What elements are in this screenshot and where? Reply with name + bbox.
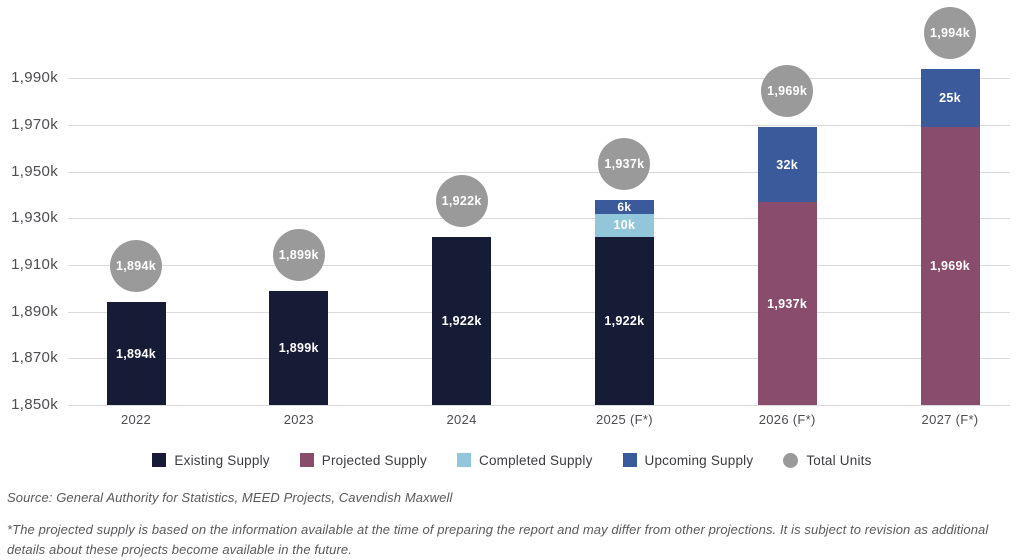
x-axis-label: 2024 (446, 412, 477, 427)
bar-segment-upcoming-supply: 32k (757, 127, 817, 203)
legend-swatch-square (622, 453, 637, 467)
x-axis-label: 2022 (120, 412, 152, 427)
x-axis-label: 2026 (F*) (758, 412, 816, 427)
total-units-badge: 1,894k (110, 240, 162, 293)
bar-segment-completed-supply: 10k (594, 213, 654, 238)
legend-item-completed-supply: Completed Supply (457, 453, 593, 468)
y-axis-tick-label: 1,910k (11, 256, 58, 274)
legend-swatch-square (152, 453, 167, 467)
total-units-badge: 1,899k (272, 228, 325, 281)
legend-item-total-units: Total Units (783, 452, 872, 468)
total-units-badge: 1,969k (761, 65, 814, 118)
bar-segment-projected-supply: 1,937k (757, 202, 817, 405)
gridline (68, 265, 1010, 267)
y-axis-tick-label: 1,850k (11, 396, 58, 413)
bar-segment-existing-supply: 1,922k (594, 237, 654, 405)
gridline (68, 78, 1010, 80)
gridline (68, 125, 1010, 127)
source-note: Source: General Authority for Statistics… (7, 490, 453, 505)
chart-legend: Existing Supply Projected Supply Completed… (0, 450, 1024, 470)
gridline (68, 171, 1010, 173)
legend-swatch-circle (783, 452, 799, 468)
total-units-badge: 1,937k (598, 137, 651, 190)
bar-segment-existing-supply: 1,894k (106, 302, 166, 405)
legend-label: Total Units (806, 452, 872, 468)
y-axis-tick-label: 1,950k (11, 162, 58, 180)
legend-label: Projected Supply (321, 452, 427, 468)
legend-item-existing-supply: Existing Supply (152, 452, 270, 468)
bar-segment-upcoming-supply: 6k (594, 199, 654, 214)
y-axis-tick-label: 1,930k (11, 209, 58, 227)
legend-swatch-square (457, 453, 471, 467)
legend-item-projected-supply: Projected Supply (299, 452, 427, 468)
total-units-badge: 1,994k (924, 7, 976, 60)
y-axis-tick-label: 1,990k (11, 69, 58, 87)
x-axis-label: 2023 (283, 412, 314, 427)
x-axis-label: 2025 (F*) (595, 412, 653, 427)
gridline (68, 311, 1010, 313)
y-axis-tick-label: 1,890k (11, 302, 58, 320)
legend-label: Completed Supply (479, 452, 593, 468)
legend-swatch-square (299, 453, 314, 467)
y-axis-tick-label: 1,870k (11, 349, 58, 367)
bar-segment-projected-supply: 1,969k (920, 127, 980, 405)
legend-label: Existing Supply (174, 452, 270, 468)
gridline (68, 358, 1010, 360)
bar-segment-existing-supply: 1,922k (432, 237, 492, 405)
legend-item-upcoming-supply: Upcoming Supply (622, 452, 754, 468)
bar-segment-upcoming-supply: 25k (920, 69, 980, 128)
chart-plot-area: 1,850k 1,870k 1,890k 1,910k 1,930k 1,950k 1,97… (11, 7, 1010, 427)
y-axis-tick-label: 1,970k (11, 116, 58, 134)
bar-segment-existing-supply: 1,899k (269, 290, 329, 405)
gridline (68, 218, 1010, 220)
gridline (68, 405, 1010, 406)
legend-label: Upcoming Supply (644, 452, 754, 468)
total-units-badge: 1,922k (435, 175, 488, 228)
x-axis-label: 2027 (F*) (921, 412, 979, 427)
projection-footnote: *The projected supply is based on the in… (7, 522, 989, 557)
